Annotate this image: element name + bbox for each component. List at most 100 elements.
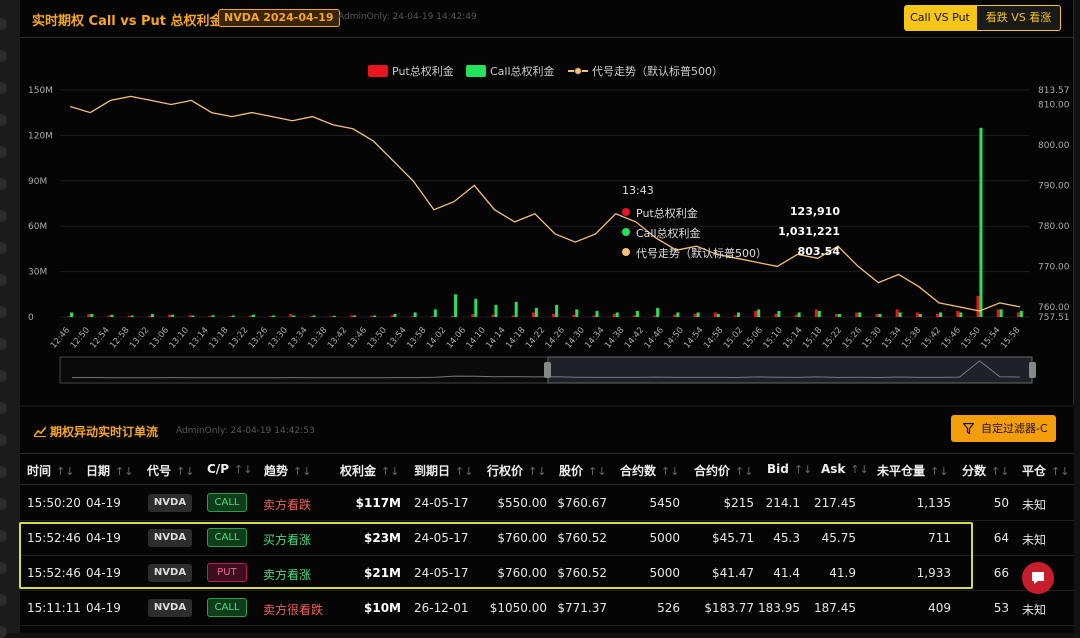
call-bar — [90, 313, 94, 317]
cell-time: 15:50:20 — [27, 496, 81, 510]
put-bar — [1016, 312, 1020, 317]
put-bar — [168, 314, 172, 317]
column-header[interactable]: 股价 ↑↓ — [559, 462, 606, 479]
ticker-badge[interactable]: NVDA — [148, 599, 192, 617]
sort-icon[interactable]: ↑↓ — [930, 465, 949, 478]
zoom-handle-left[interactable] — [544, 362, 551, 378]
legend-call[interactable]: Call总权利金 — [466, 63, 555, 79]
x-axis-tick: 14:06 — [445, 326, 468, 351]
ticker-badge[interactable]: NVDA — [148, 564, 192, 582]
ticker-badge[interactable]: NVDA — [148, 494, 192, 512]
put-bar — [511, 315, 515, 317]
zoom-slider-selection[interactable] — [547, 356, 1033, 384]
chart-header: 实时期权 Call vs Put 总权利金 NVDA 2024-04-19 Ad… — [20, 0, 1074, 38]
edge-dot — [0, 242, 7, 254]
column-header[interactable]: 趋势 ↑↓ — [264, 462, 311, 479]
column-header-label: 到期日 — [414, 464, 451, 478]
y-right-tick: 800.00 — [1038, 141, 1070, 151]
column-header[interactable]: 未平仓量 ↑↓ — [877, 462, 948, 479]
column-header[interactable]: Ask ↑↓ — [821, 462, 869, 476]
x-axis-tick: 15:22 — [821, 326, 844, 351]
chat-button[interactable] — [1022, 562, 1054, 594]
cell-expiry: 24-05-17 — [414, 531, 469, 545]
ticker-badge[interactable]: NVDA — [148, 529, 192, 547]
table-row[interactable]: 15:52:46 04-19 NVDA PUT 卖方看涨 $21M 24-05-17 $760… — [20, 556, 1074, 591]
y-right-tick: 757.51 — [1038, 313, 1070, 323]
put-bar — [754, 310, 758, 317]
sort-icon[interactable]: ↑↓ — [991, 465, 1010, 478]
put-bar — [875, 313, 879, 317]
bearish-vs-bullish-toggle[interactable]: 看跌 VS 看涨 — [976, 5, 1061, 31]
legend-line[interactable]: 代号走势（默认标普500） — [568, 63, 723, 79]
cell-oi: 409 — [928, 601, 951, 615]
custom-filter-button[interactable]: 自定过滤器-C — [951, 415, 1056, 442]
call-bar — [696, 312, 700, 317]
option-type-badge: CALL — [207, 493, 247, 512]
call-bar — [292, 315, 296, 317]
sort-icon[interactable]: ↑↓ — [735, 465, 754, 478]
column-header[interactable]: 时间 ↑↓ — [27, 462, 74, 479]
put-bar — [107, 315, 111, 317]
sort-icon[interactable]: ↑↓ — [661, 465, 680, 478]
y-left-tick: 60M — [28, 222, 47, 232]
option-type-badge: PUT — [207, 563, 247, 582]
sort-icon[interactable]: ↑↓ — [381, 465, 400, 478]
sort-icon[interactable]: ↑↓ — [528, 465, 547, 478]
y-left-tick: 120M — [28, 131, 53, 141]
tooltip-call-value: 1,031,221 — [778, 225, 840, 238]
sort-icon[interactable]: ↑↓ — [233, 463, 253, 476]
column-header[interactable]: 平仓 ↑↓ — [1022, 462, 1069, 479]
cell-date: 04-19 — [86, 601, 121, 615]
column-header[interactable]: 行权价 ↑↓ — [487, 462, 546, 479]
sort-icon[interactable]: ↑↓ — [1051, 465, 1070, 478]
x-axis-tick: 15:38 — [900, 326, 923, 351]
cell-date: 04-19 — [86, 496, 121, 510]
column-header[interactable]: 权利金 ↑↓ — [340, 462, 399, 479]
tooltip-row-put: Put总权利金 123,910 — [620, 204, 842, 220]
column-header[interactable]: 分数 ↑↓ — [962, 462, 1009, 479]
x-axis-tick: 13:46 — [346, 326, 369, 351]
sort-icon[interactable]: ↑↓ — [176, 465, 195, 478]
cell-contract_price: $45.71 — [712, 531, 754, 545]
put-bar — [451, 315, 455, 317]
table-row[interactable]: 15:52:46 04-19 NVDA CALL 买方看涨 $23M 24-05-17 $76… — [20, 521, 1074, 556]
legend-put-label: Put总权利金 — [392, 65, 454, 78]
order-flow-title-text: 期权异动实时订单流 — [50, 425, 159, 439]
put-bar — [127, 315, 131, 317]
cell-premium: $117M — [355, 496, 401, 510]
sort-icon[interactable]: ↑↓ — [293, 465, 312, 478]
cell-contracts: 5450 — [649, 496, 680, 510]
call-bar — [838, 313, 842, 317]
column-header[interactable]: Bid ↑↓ — [767, 462, 812, 476]
put-bar — [693, 313, 697, 317]
call-bar — [454, 294, 458, 317]
call-bar — [130, 315, 134, 317]
column-header[interactable]: 合约价 ↑↓ — [694, 462, 753, 479]
table-row[interactable]: 15:11:11 04-19 NVDA CALL 卖方很看跌 $10M 26-12-01 $1… — [20, 591, 1074, 626]
call-bar — [555, 304, 559, 317]
put-bar — [835, 313, 839, 317]
sort-icon[interactable]: ↑↓ — [56, 465, 75, 478]
call-vs-put-toggle[interactable]: Call VS Put — [904, 5, 976, 31]
cell-oi: 1,933 — [916, 566, 951, 580]
column-header[interactable]: 到期日 ↑↓ — [414, 462, 473, 479]
premium-chart[interactable]: 150M 120M 90M 60M 30M 0 813.57 810.00 800.00 790… — [20, 0, 1074, 405]
column-header[interactable]: C/P ↑↓ — [207, 462, 252, 476]
call-bar — [332, 315, 336, 317]
sort-icon[interactable]: ↑↓ — [793, 463, 813, 476]
column-header[interactable]: 代号 ↑↓ — [147, 462, 194, 479]
sort-icon[interactable]: ↑↓ — [588, 465, 607, 478]
call-bar — [676, 312, 680, 317]
cell-bid: 41.4 — [773, 566, 800, 580]
sort-icon[interactable]: ↑↓ — [850, 463, 869, 476]
column-header[interactable]: 日期 ↑↓ — [86, 462, 133, 479]
call-bar — [999, 309, 1003, 317]
sort-icon[interactable]: ↑↓ — [455, 465, 474, 478]
table-row[interactable]: 15:50:20 04-19 NVDA CALL 卖方看跌 $117M 24-05-17 $5… — [20, 486, 1074, 521]
column-header[interactable]: 合约数 ↑↓ — [620, 462, 679, 479]
x-axis-tick: 15:46 — [940, 326, 963, 351]
legend-call-label: Call总权利金 — [490, 65, 555, 78]
zoom-handle-right[interactable] — [1029, 362, 1036, 378]
legend-put[interactable]: Put总权利金 — [368, 63, 454, 79]
sort-icon[interactable]: ↑↓ — [115, 465, 134, 478]
